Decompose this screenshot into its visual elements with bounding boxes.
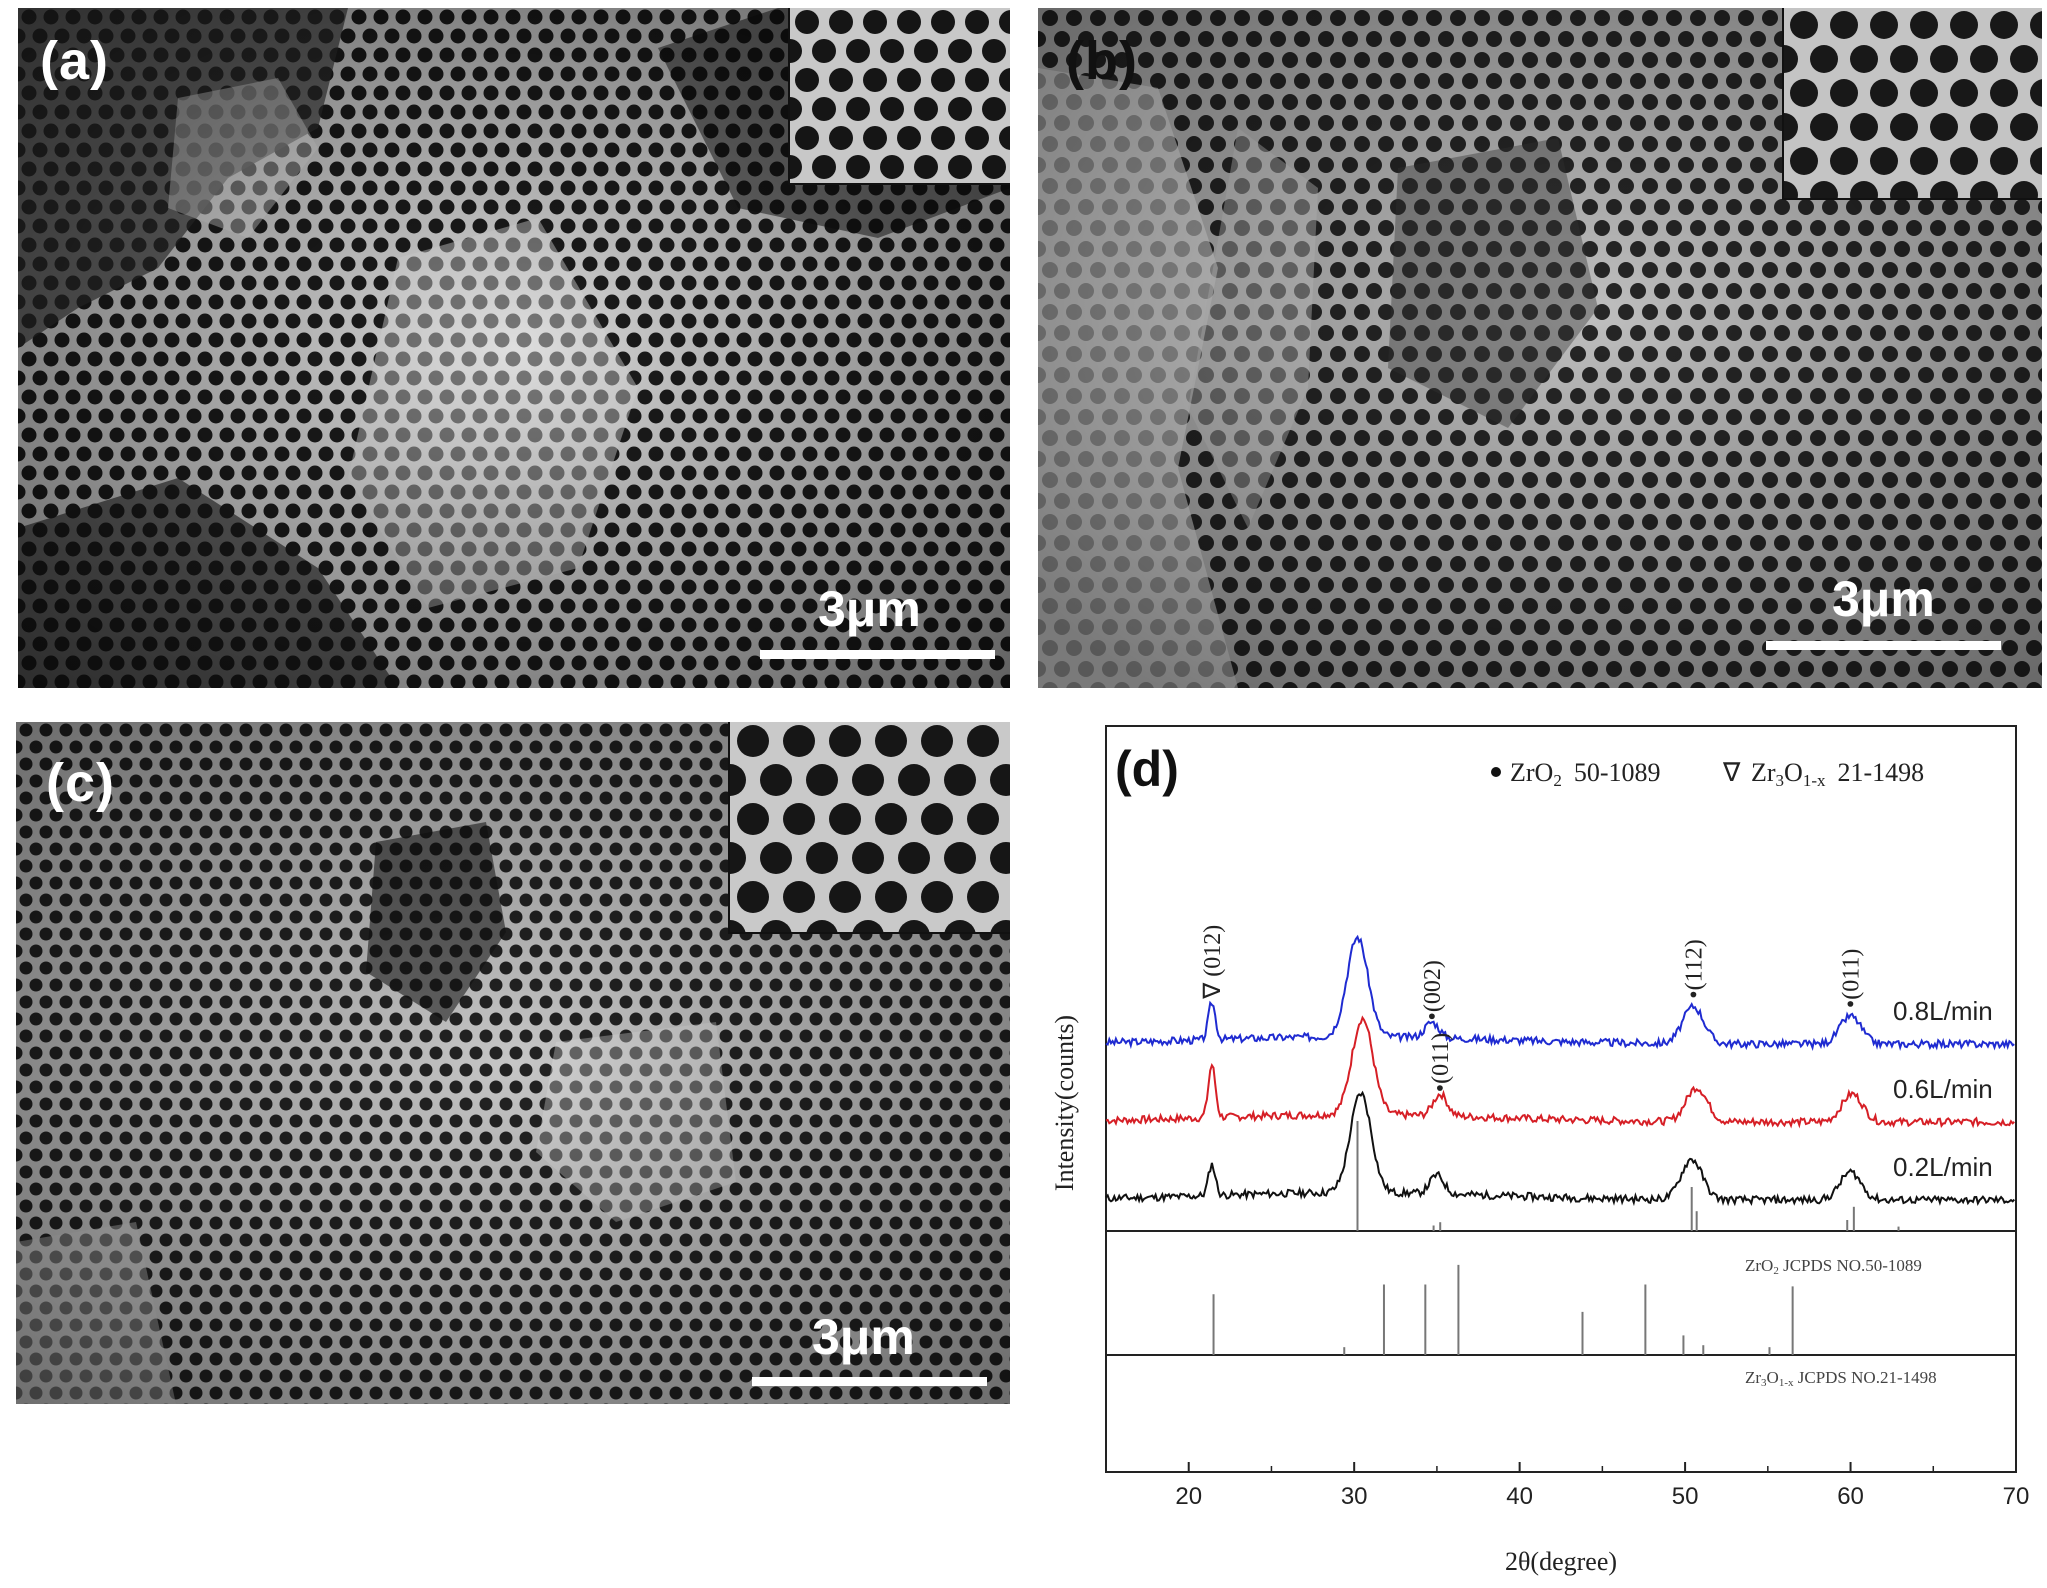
reference-patterns: [1212, 1121, 1900, 1355]
xrd-chart: 20 30 40 50 60 70 0.8L/min 0.6L/min 0.2L/min ∇ …: [1050, 725, 2030, 1576]
sem-inset-c: [728, 722, 1010, 934]
legend-zro2-code: 50-1089: [1574, 758, 1661, 787]
x-tick-label: 20: [1175, 1483, 1202, 1510]
x-tick-label: 50: [1672, 1483, 1699, 1510]
scale-bar-b: [1766, 641, 2001, 650]
ref-zro2-sub: 2: [1773, 1265, 1779, 1277]
sem-panel-a: (a) 3μm: [18, 8, 1010, 688]
xrd-trace: [1105, 934, 2015, 1051]
xrd-trace: [1105, 1090, 2016, 1207]
peak-annotations: ∇ (012) •(002) •(112) •(011) •(011): [1200, 925, 1865, 1093]
peak-annotation: ∇ (012): [1200, 925, 1226, 1000]
panel-label-c: (c): [46, 753, 115, 813]
x-axis: 20 30 40 50 60 70: [1105, 1462, 2030, 1510]
svg-text:Zr3O1-x21-1498: Zr3O1-x 21-1498: [1751, 758, 1924, 790]
peak-annotation: •(011): [1839, 949, 1865, 1009]
legend-zr3o-sub2: 1-x: [1803, 771, 1826, 790]
legend-zro2-sub: 2: [1553, 771, 1562, 790]
ref-label-zro2: ZrO2 JCPDS NO.50-1089: [1745, 1256, 1922, 1277]
x-tick-label: 60: [1837, 1483, 1864, 1510]
series-label: 0.2L/min: [1893, 1152, 1993, 1182]
sem-panel-b: (b) 3μm: [1038, 8, 2042, 688]
legend-zr3o: Zr: [1751, 758, 1776, 787]
scale-label-b: 3μm: [1832, 571, 1935, 627]
y-axis-label: Intensity(counts): [1050, 1015, 1079, 1191]
x-tick-label: 70: [2003, 1483, 2030, 1510]
legend-zr3o-code: 21-1498: [1838, 758, 1925, 787]
ref-zr3o-mid: O: [1767, 1368, 1779, 1387]
legend-dot-icon: [1491, 767, 1501, 777]
chart-frame: [1105, 725, 2017, 1473]
panel-label-b: (b): [1066, 31, 1138, 91]
ref-zr3o-rest: JCPDS NO.21-1498: [1794, 1368, 1937, 1387]
ref-zro2-rest: JCPDS NO.50-1089: [1779, 1256, 1922, 1275]
series-label: 0.8L/min: [1893, 996, 1993, 1026]
scale-label-c: 3μm: [812, 1309, 915, 1365]
sem-panel-c: (c) 3μm: [16, 722, 1010, 1404]
xrd-trace: [1105, 1015, 2015, 1129]
x-tick-label: 40: [1506, 1483, 1533, 1510]
legend-triangle-icon: ∇: [1722, 758, 1741, 787]
sem-image-b: [1038, 8, 2042, 688]
panel-label-a: (a): [40, 31, 109, 91]
series-label: 0.6L/min: [1893, 1074, 1993, 1104]
ref-zr3o-sub2: 1-x: [1779, 1377, 1794, 1389]
peak-annotation: •(011): [1428, 1033, 1454, 1093]
sem-inset-a: [788, 8, 1010, 185]
xrd-traces: 0.8L/min 0.6L/min 0.2L/min: [1105, 934, 2016, 1207]
scale-bar-a: [760, 650, 995, 659]
legend-zro2: ZrO: [1510, 758, 1553, 787]
scale-label-a: 3μm: [818, 581, 921, 637]
legend: ZrO2 50-1089 ∇ Zr3O1-x 21-1498: [1491, 758, 1924, 790]
sem-inset-b: [1782, 8, 2042, 200]
x-axis-label: 2θ(degree): [1505, 1547, 1617, 1576]
legend-zr3o-sub1: 3: [1776, 771, 1785, 790]
peak-annotation: •(112): [1681, 939, 1707, 999]
peak-annotation: •(002): [1420, 960, 1446, 1020]
legend-zr3o-mid: O: [1784, 758, 1803, 787]
scale-bar-c: [752, 1377, 987, 1386]
ref-label-zr3o: Zr3O1-x JCPDS NO.21-1498: [1745, 1368, 1937, 1389]
ref-zr3o-sub: 3: [1761, 1377, 1767, 1389]
panel-label-d: (d): [1115, 741, 1179, 797]
ref-zro2-main: ZrO: [1745, 1256, 1773, 1275]
x-tick-label: 30: [1341, 1483, 1368, 1510]
xrd-chart-panel: 20 30 40 50 60 70 0.8L/min 0.6L/min 0.2L/min ∇ …: [1035, 718, 2047, 1588]
ref-zr3o-main: Zr: [1745, 1368, 1761, 1387]
